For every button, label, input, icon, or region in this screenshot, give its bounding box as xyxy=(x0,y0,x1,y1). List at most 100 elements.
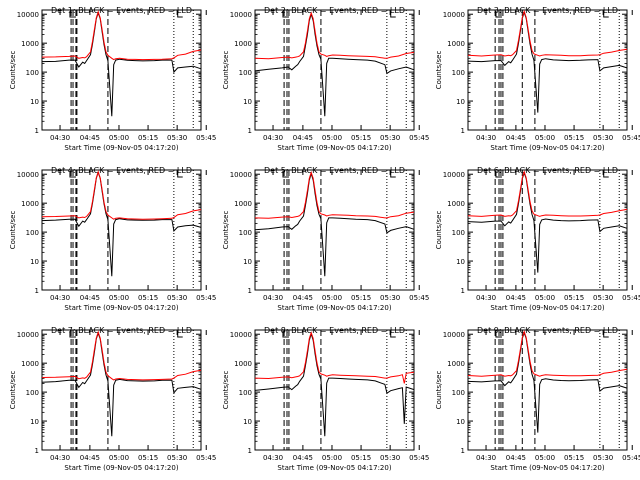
panel-title: Det 6: BLACK = Events, RED = LLD xyxy=(477,166,618,175)
panel-title: Det 8: BLACK = Events, RED = LLD xyxy=(264,326,405,335)
y-axis-label: Counts/sec xyxy=(222,371,230,410)
panel-title: Det 7: BLACK = Events, RED = LLD xyxy=(51,326,192,335)
y-tick-label: 1 xyxy=(248,127,252,135)
y-tick-label: 1000 xyxy=(447,40,465,48)
x-tick-label: 05:00 xyxy=(322,294,342,302)
attenuator-mark xyxy=(282,171,289,178)
x-axis-label: Start Time (09-Nov-05 04:17:20) xyxy=(490,144,604,152)
plot-frame xyxy=(41,169,202,291)
series-lld-line xyxy=(467,170,628,217)
attenuator-mark xyxy=(69,171,76,178)
x-tick-label: 05:30 xyxy=(380,454,400,462)
x-tick-label: 05:45 xyxy=(196,134,216,142)
y-tick-label: 10000 xyxy=(17,331,39,339)
y-tick-label: 10000 xyxy=(17,11,39,19)
x-tick-label: 04:45 xyxy=(506,454,526,462)
y-tick-label: 1 xyxy=(461,127,465,135)
x-tick-label: 05:30 xyxy=(380,134,400,142)
panel-title: Det 4: BLACK = Events, RED = LLD xyxy=(51,166,192,175)
x-tick-label: 05:00 xyxy=(109,294,129,302)
x-tick-label: 04:30 xyxy=(476,134,496,142)
attenuator-mark xyxy=(390,11,396,18)
y-tick-label: 10000 xyxy=(443,11,465,19)
x-tick-label: 05:45 xyxy=(196,294,216,302)
y-tick-label: 10 xyxy=(243,98,252,106)
plot-frame xyxy=(41,9,202,131)
plot-frame xyxy=(467,329,628,451)
x-tick-label: 05:45 xyxy=(409,454,429,462)
attenuator-mark xyxy=(177,11,183,18)
x-tick-label: 05:15 xyxy=(138,454,158,462)
x-tick-label: 04:45 xyxy=(506,294,526,302)
series-lld-line xyxy=(254,331,415,384)
x-axis-label: Start Time (09-Nov-05 04:17:20) xyxy=(277,464,391,472)
plot-frame xyxy=(467,169,628,291)
attenuator-mark xyxy=(177,331,183,338)
panel-title: Det 9: BLACK = Events, RED = LLD xyxy=(477,326,618,335)
attenuator-mark xyxy=(69,11,76,18)
x-axis-label: Start Time (09-Nov-05 04:17:20) xyxy=(64,464,178,472)
x-tick-label: 04:45 xyxy=(80,294,100,302)
x-axis-label: Start Time (09-Nov-05 04:17:20) xyxy=(490,464,604,472)
x-tick-label: 05:45 xyxy=(622,134,640,142)
x-tick-label: 05:30 xyxy=(167,294,187,302)
series-lld-line xyxy=(254,11,415,60)
detector-panel-4: Det 4: BLACK = Events, RED = LLD 1 10 100 10… xyxy=(9,166,216,312)
y-tick-label: 10000 xyxy=(17,171,39,179)
attenuator-mark xyxy=(603,331,609,338)
x-tick-label: 05:30 xyxy=(380,294,400,302)
attenuator-mark xyxy=(390,171,396,178)
series-events-line xyxy=(254,12,415,117)
x-tick-label: 04:30 xyxy=(50,454,70,462)
y-tick-label: 1 xyxy=(35,447,39,455)
detector-panel-6: Det 6: BLACK = Events, RED = LLD 1 10 100 10… xyxy=(435,166,640,312)
x-tick-label: 05:00 xyxy=(535,454,555,462)
attenuator-mark xyxy=(69,331,76,338)
y-axis-label: Counts/sec xyxy=(222,211,230,250)
x-tick-label: 04:45 xyxy=(80,134,100,142)
series-lld-line xyxy=(467,9,628,57)
series-events-line xyxy=(467,10,628,113)
y-tick-label: 10000 xyxy=(443,171,465,179)
x-tick-label: 04:45 xyxy=(293,134,313,142)
x-tick-label: 05:30 xyxy=(167,454,187,462)
x-tick-label: 04:45 xyxy=(506,134,526,142)
x-tick-label: 05:45 xyxy=(409,294,429,302)
x-axis-label: Start Time (09-Nov-05 04:17:20) xyxy=(64,304,178,312)
y-tick-label: 100 xyxy=(239,229,252,237)
y-tick-label: 1000 xyxy=(447,360,465,368)
x-tick-label: 05:00 xyxy=(535,134,555,142)
panel-title: Det 5: BLACK = Events, RED = LLD xyxy=(264,166,405,175)
x-tick-label: 05:30 xyxy=(593,134,613,142)
panel-title: Det 3: BLACK = Events, RED = LLD xyxy=(477,6,618,15)
y-tick-label: 100 xyxy=(452,389,465,397)
x-tick-label: 04:45 xyxy=(293,294,313,302)
detector-panel-7: Det 7: BLACK = Events, RED = LLD 1 10 100 10… xyxy=(9,326,216,472)
x-tick-label: 05:15 xyxy=(138,294,158,302)
series-events-line xyxy=(467,171,628,273)
y-tick-label: 1 xyxy=(248,287,252,295)
plot-frame xyxy=(254,9,415,131)
y-axis-label: Counts/sec xyxy=(435,211,443,250)
y-tick-label: 1 xyxy=(248,447,252,455)
y-tick-label: 10 xyxy=(456,98,465,106)
y-tick-label: 1000 xyxy=(234,200,252,208)
y-axis-label: Counts/sec xyxy=(222,51,230,90)
plot-frame xyxy=(254,329,415,451)
y-tick-label: 10000 xyxy=(230,171,252,179)
y-tick-label: 100 xyxy=(239,69,252,77)
y-tick-label: 1000 xyxy=(21,40,39,48)
x-tick-label: 05:00 xyxy=(109,134,129,142)
x-tick-label: 05:30 xyxy=(593,294,613,302)
attenuator-mark xyxy=(282,331,289,338)
y-tick-label: 100 xyxy=(452,69,465,77)
x-tick-label: 05:45 xyxy=(622,294,640,302)
detector-panel-9: Det 9: BLACK = Events, RED = LLD 1 10 100 10… xyxy=(435,326,640,472)
series-events-line xyxy=(254,332,415,437)
x-tick-label: 04:30 xyxy=(476,454,496,462)
panel-title: Det 2: BLACK = Events, RED = LLD xyxy=(264,6,405,15)
y-tick-label: 100 xyxy=(26,389,39,397)
x-axis-label: Start Time (09-Nov-05 04:17:20) xyxy=(490,304,604,312)
y-tick-label: 100 xyxy=(26,69,39,77)
series-events-line xyxy=(254,171,415,277)
